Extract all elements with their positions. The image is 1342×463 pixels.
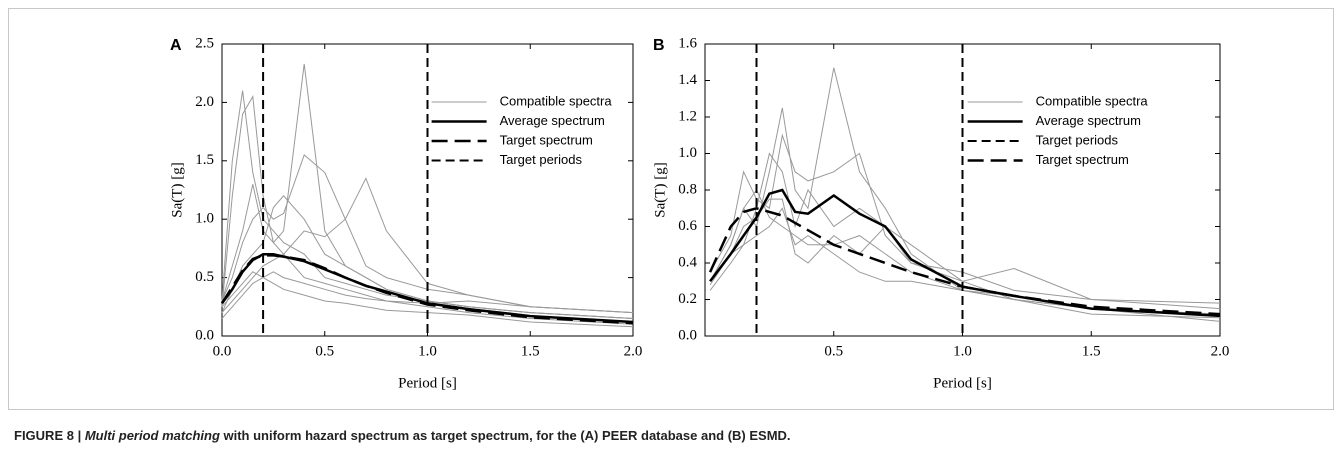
legend-label: Compatible spectra xyxy=(1036,93,1149,108)
y-tick-label: 2.0 xyxy=(195,94,214,110)
figure: 0.0 0.5 1.0 1.5 2.0 0.0 0.5 1.0 1.5 2.0 2.5 A Period… xyxy=(169,35,1230,391)
compatible-spectrum xyxy=(709,198,1221,304)
y-tick-label: 1.2 xyxy=(678,108,697,124)
spectrum-line xyxy=(708,207,1221,316)
x-axis-label: Period [s] xyxy=(933,375,992,391)
legend-label: Average spectrum xyxy=(500,113,605,128)
caption-emphasis: Multi period matching xyxy=(84,428,220,443)
legend-label: Target periods xyxy=(1036,132,1119,147)
y-axis-label: Sa(T) [g] xyxy=(652,162,668,217)
y-tick-label: 0.6 xyxy=(678,218,697,234)
spectrum-line xyxy=(709,188,1221,318)
y-tick-label: 0.5 xyxy=(195,269,214,285)
compatible-spectrum xyxy=(221,177,634,314)
caption-label: FIGURE 8 | xyxy=(14,428,85,443)
compatible-spectrum xyxy=(709,152,1221,310)
x-tick-label: 1.5 xyxy=(1082,343,1101,359)
legend-label: Target spectrum xyxy=(1036,152,1129,167)
y-tick-label: 1.5 xyxy=(195,152,214,168)
y-tick-label: 0.8 xyxy=(678,181,697,197)
compatible-spectrum xyxy=(709,189,1221,322)
x-tick-label: 2.0 xyxy=(1211,343,1230,359)
panel-label: A xyxy=(170,37,182,54)
compatible-spectrum xyxy=(221,271,634,328)
x-axis-label: Period [s] xyxy=(398,375,457,391)
legend-label: Compatible spectra xyxy=(500,93,613,108)
legend-label: Target spectrum xyxy=(500,132,593,147)
panel-label: B xyxy=(653,37,665,54)
y-tick-label: 2.5 xyxy=(195,35,214,51)
y-tick-label: 1.0 xyxy=(195,211,214,227)
x-tick-label: 0.0 xyxy=(213,343,232,359)
y-axis-label: Sa(T) [g] xyxy=(169,162,185,217)
x-tick-label: 0.5 xyxy=(315,343,334,359)
x-tick-label: 2.0 xyxy=(624,343,643,359)
compatible-spectrum xyxy=(221,271,634,319)
y-tick-label: 1.4 xyxy=(678,72,697,88)
x-tick-label: 1.5 xyxy=(521,343,540,359)
x-tick-label: 1.0 xyxy=(418,343,437,359)
legend-label: Target periods xyxy=(500,152,583,167)
y-tick-label: 0.2 xyxy=(678,291,697,307)
figure-frame xyxy=(8,8,1334,410)
y-tick-label: 1.0 xyxy=(678,145,697,161)
spectrum-line xyxy=(220,254,634,325)
legend-label: Average spectrum xyxy=(1036,113,1141,128)
y-tick-label: 0.4 xyxy=(678,254,697,270)
x-tick-label: 0.5 xyxy=(824,343,843,359)
compatible-spectrum xyxy=(221,154,634,314)
caption: FIGURE 8 | Multi period matching with un… xyxy=(14,428,791,443)
compatible-spectrum xyxy=(221,184,634,325)
x-tick-label: 1.0 xyxy=(953,343,972,359)
y-tick-label: 0.0 xyxy=(195,327,214,343)
y-tick-label: 1.6 xyxy=(678,35,697,51)
compatible-spectrum xyxy=(221,195,634,319)
caption-text: with uniform hazard spectrum as target s… xyxy=(219,428,791,443)
y-tick-label: 0.0 xyxy=(678,327,697,343)
